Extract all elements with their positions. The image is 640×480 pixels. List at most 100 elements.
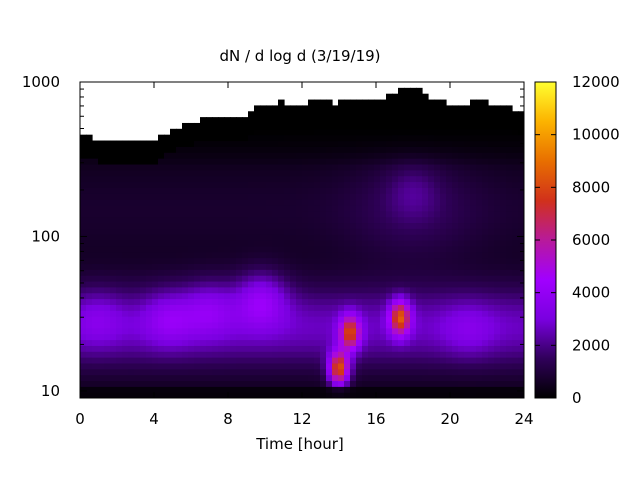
heatmap-cell — [242, 275, 249, 282]
heatmap-cell — [476, 339, 483, 346]
heatmap-cell — [224, 292, 231, 300]
heatmap-cell — [80, 327, 87, 335]
heatmap-cell — [164, 327, 171, 335]
heatmap-cell — [122, 327, 129, 335]
heatmap-cell — [404, 93, 411, 101]
heatmap-cell — [320, 292, 327, 300]
heatmap-cell — [308, 386, 315, 393]
heatmap-cell — [338, 193, 345, 200]
heatmap-cell — [86, 339, 93, 346]
heatmap-cell — [128, 216, 135, 224]
heatmap-cell — [182, 280, 189, 288]
heatmap-cell — [278, 105, 285, 112]
heatmap-cell — [254, 327, 261, 335]
heatmap-cell — [170, 386, 177, 393]
heatmap-cell — [104, 228, 111, 235]
heatmap-cell — [206, 245, 213, 253]
heatmap-cell — [86, 146, 93, 153]
heatmap-cell — [440, 257, 447, 265]
heatmap-cell — [500, 234, 507, 241]
heatmap-cell — [458, 111, 465, 118]
heatmap-cell — [446, 204, 453, 212]
heatmap-cell — [284, 228, 291, 235]
heatmap-cell — [308, 351, 315, 358]
heatmap-cell — [410, 87, 417, 95]
heatmap-cell — [458, 240, 465, 247]
heatmap-cell — [326, 175, 333, 183]
heatmap-cell — [488, 280, 495, 288]
heatmap-cell — [200, 245, 207, 253]
heatmap-cell — [470, 99, 477, 107]
heatmap-cell — [428, 345, 435, 352]
heatmap-cell — [338, 321, 345, 329]
heatmap-cell — [344, 304, 351, 311]
heatmap-cell — [314, 362, 321, 370]
heatmap-cell — [224, 251, 231, 259]
heatmap-cell — [512, 275, 519, 282]
heatmap-cell — [308, 240, 315, 247]
heatmap-cell — [410, 316, 417, 323]
heatmap-cell — [410, 357, 417, 364]
heatmap-cell — [452, 222, 459, 229]
heatmap-cell — [386, 193, 393, 200]
heatmap-cell — [236, 339, 243, 346]
heatmap-cell — [224, 310, 231, 317]
heatmap-cell — [116, 298, 123, 305]
heatmap-cell — [506, 263, 513, 270]
heatmap-cell — [158, 257, 165, 265]
heatmap-cell — [170, 187, 177, 194]
heatmap-cell — [332, 134, 339, 142]
heatmap-cell — [446, 158, 453, 165]
heatmap-cell — [422, 286, 429, 294]
heatmap-cell — [116, 362, 123, 370]
heatmap-cell — [236, 286, 243, 294]
heatmap-cell — [122, 321, 129, 329]
heatmap-cell — [188, 187, 195, 194]
heatmap-cell — [200, 228, 207, 235]
heatmap-cell — [416, 392, 423, 398]
heatmap-cell — [104, 240, 111, 247]
heatmap-cell — [368, 122, 375, 130]
heatmap-cell — [260, 280, 267, 288]
heatmap-cell — [380, 380, 387, 387]
heatmap-cell — [146, 345, 153, 352]
heatmap-cell — [452, 374, 459, 382]
heatmap-cell — [440, 392, 447, 398]
heatmap-cell — [344, 245, 351, 253]
heatmap-cell — [392, 134, 399, 142]
heatmap-cell — [260, 316, 267, 323]
heatmap-cell — [440, 298, 447, 305]
heatmap-cell — [302, 310, 309, 317]
heatmap-cell — [314, 158, 321, 165]
heatmap-cell — [452, 357, 459, 364]
heatmap-cell — [290, 234, 297, 241]
heatmap-cell — [488, 386, 495, 393]
heatmap-cell — [140, 386, 147, 393]
heatmap-cell — [122, 351, 129, 358]
heatmap-cell — [296, 310, 303, 317]
heatmap-cell — [230, 345, 237, 352]
heatmap-cell — [206, 333, 213, 341]
heatmap-cell — [314, 134, 321, 142]
heatmap-cell — [308, 292, 315, 300]
heatmap-cell — [128, 351, 135, 358]
heatmap-cell — [482, 240, 489, 247]
heatmap-cell — [278, 327, 285, 335]
heatmap-cell — [110, 292, 117, 300]
heatmap-cell — [470, 269, 477, 276]
heatmap-cell — [206, 286, 213, 294]
heatmap-cell — [308, 269, 315, 276]
heatmap-cell — [416, 316, 423, 323]
heatmap-cell — [212, 339, 219, 346]
heatmap-cell — [416, 286, 423, 294]
heatmap-cell — [362, 304, 369, 311]
heatmap-cell — [434, 228, 441, 235]
heatmap-cell — [500, 146, 507, 153]
heatmap-cell — [260, 181, 267, 188]
heatmap-cell — [368, 117, 375, 124]
heatmap-cell — [356, 316, 363, 323]
heatmap-cell — [392, 152, 399, 159]
heatmap-cell — [278, 204, 285, 212]
heatmap-cell — [140, 392, 147, 398]
heatmap-cell — [308, 140, 315, 147]
